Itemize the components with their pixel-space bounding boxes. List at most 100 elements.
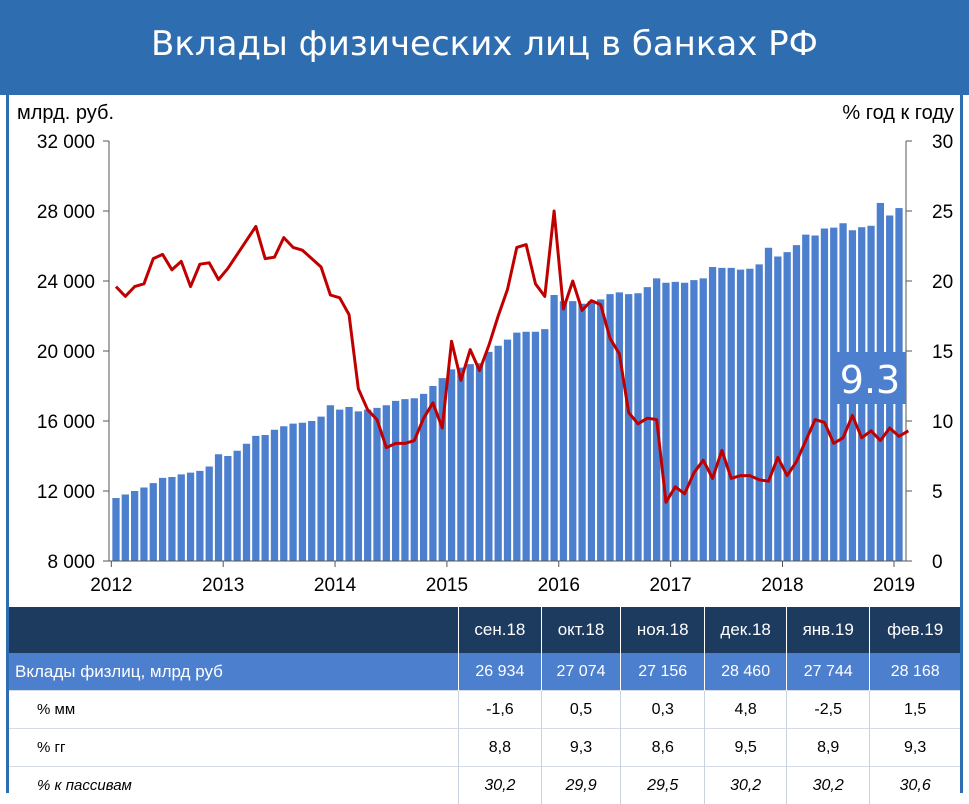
bar [150,483,157,561]
table-cell: 27 156 [621,653,705,691]
row-label: Вклады физлиц, млрд руб [9,653,459,691]
bar [634,293,641,561]
bar [355,411,362,561]
bar [178,474,185,561]
bar [718,268,725,561]
table-row-mom: % мм -1,6 0,5 0,3 4,8 -2,5 1,5 [9,691,960,729]
bar [131,491,138,561]
left-tick-label: 24 000 [37,272,95,293]
bar [728,268,735,561]
bar [383,405,390,561]
bar [811,236,818,562]
bar [644,287,651,561]
x-tick-label: 2016 [538,575,580,596]
x-tick-label: 2013 [202,575,244,596]
table-cell: 9,3 [541,729,621,767]
x-tick-label: 2012 [90,575,132,596]
table-cell: 9,5 [705,729,787,767]
bar [560,301,567,561]
table-cell: -1,6 [459,691,542,729]
bar [597,299,604,561]
right-tick-label: 10 [932,412,953,433]
table-cell: 0,3 [621,691,705,729]
bar [411,398,418,561]
bar [662,283,669,561]
x-tick-label: 2017 [649,575,691,596]
right-axis-title: % год к году [842,102,954,124]
left-tick-label: 32 000 [37,132,95,153]
bar [345,407,352,561]
bar [774,257,781,562]
table-cell: 29,5 [621,767,705,804]
table-header-cell: дек.18 [705,607,787,653]
table-cell: 28 460 [705,653,787,691]
x-tick-label: 2018 [761,575,803,596]
table-cell: 29,9 [541,767,621,804]
callout-value: 9.3 [840,358,900,402]
table-cell: 4,8 [705,691,787,729]
left-axis-title: млрд. руб. [17,102,114,124]
bar [140,488,147,562]
table-row-liabilities-share: % к пассивам 30,2 29,9 29,5 30,2 30,2 30… [9,767,960,804]
table-cell: 9,3 [870,729,960,767]
table-row-yoy: % гг 8,8 9,3 8,6 9,5 8,9 9,3 [9,729,960,767]
bar [672,282,679,561]
table-header-cell: фев.19 [870,607,960,653]
bar [765,248,772,561]
row-label: % гг [9,729,459,767]
table-cell: 30,2 [459,767,542,804]
table-cell: 28 168 [870,653,960,691]
bar [513,333,520,561]
bar [392,401,399,561]
page-title: Вклады физических лиц в банках РФ [0,24,969,64]
bar [448,369,455,561]
right-tick-label: 0 [932,552,943,573]
bar [746,269,753,561]
bar [681,283,688,561]
bar [550,295,557,561]
bar [196,471,203,561]
bar [308,421,315,561]
bar [364,410,371,561]
table-cell: -2,5 [787,691,870,729]
bar [467,364,474,561]
bar [821,229,828,562]
table-cell: 8,6 [621,729,705,767]
table-header-cell: сен.18 [459,607,542,653]
bar [122,495,129,562]
table-header-cell: ноя.18 [621,607,705,653]
table-cell: 30,2 [705,767,787,804]
table-cell: 8,8 [459,729,542,767]
bar [793,245,800,561]
bar [485,352,492,561]
bar [187,473,194,561]
title-bar: Вклады физических лиц в банках РФ [0,0,969,95]
bar [224,456,231,561]
bar [112,498,119,561]
bar [289,424,296,561]
bar [262,435,269,561]
data-table: сен.18 окт.18 ноя.18 дек.18 янв.19 фев.1… [6,607,963,793]
bar [159,478,166,561]
left-tick-label: 12 000 [37,482,95,503]
bar [616,292,623,561]
bar [299,423,306,561]
bar [709,267,716,561]
bar [327,405,334,561]
table-header-row: сен.18 окт.18 ноя.18 дек.18 янв.19 фев.1… [9,607,960,653]
bar [495,346,502,561]
bar [243,444,250,561]
left-tick-label: 8 000 [47,552,95,573]
bar [578,304,585,561]
x-tick-label: 2014 [314,575,357,596]
table-cell: 30,2 [787,767,870,804]
bar [401,399,408,561]
table-header-cell: окт.18 [541,607,621,653]
x-tick-label: 2019 [873,575,915,596]
right-tick-label: 15 [932,342,953,363]
bar [504,340,511,561]
table-cell: 8,9 [787,729,870,767]
right-tick-label: 20 [932,272,953,293]
